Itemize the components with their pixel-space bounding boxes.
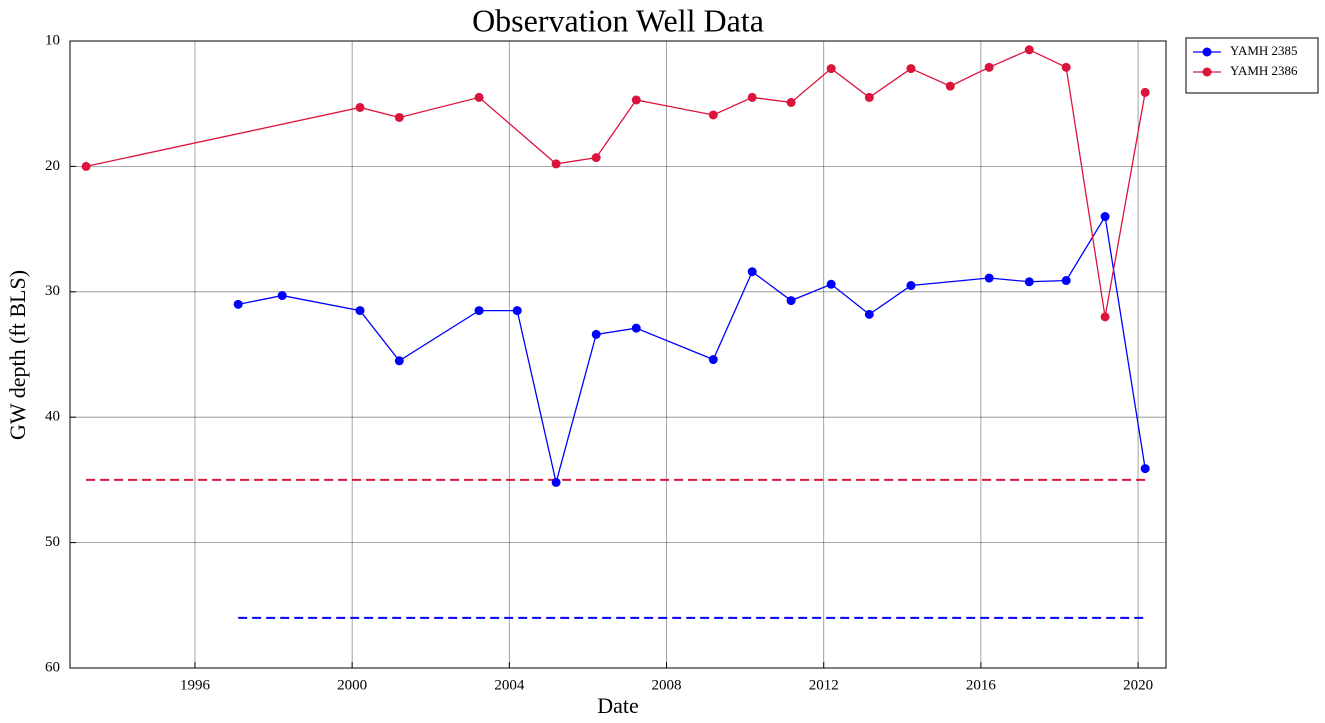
- data-point: [1061, 62, 1071, 72]
- data-point: [474, 92, 484, 102]
- y-tick-label: 30: [45, 283, 60, 299]
- data-point: [631, 95, 641, 105]
- y-tick-label: 50: [45, 534, 60, 550]
- data-point: [826, 279, 836, 289]
- data-point: [1100, 312, 1110, 322]
- data-point: [1061, 276, 1071, 286]
- data-point: [355, 306, 365, 316]
- series-line: [238, 214, 1146, 483]
- chart-title: Observation Well Data: [472, 2, 764, 38]
- data-point: [786, 296, 796, 306]
- data-point: [906, 281, 916, 291]
- data-point: [591, 329, 601, 339]
- x-tick-label: 2008: [652, 677, 682, 693]
- data-point: [708, 355, 718, 365]
- data-point: [906, 64, 916, 74]
- data-point: [786, 97, 796, 107]
- legend-marker: [1202, 47, 1212, 57]
- data-point: [474, 306, 484, 316]
- data-point: [1024, 45, 1034, 55]
- x-tick-label: 1996: [180, 677, 211, 693]
- data-point: [826, 64, 836, 74]
- x-tick-label: 2020: [1123, 677, 1153, 693]
- data-point: [233, 299, 243, 309]
- x-tick-label: 2004: [494, 677, 525, 693]
- legend-box: [1185, 37, 1319, 94]
- data-point: [1024, 277, 1034, 287]
- data-point: [394, 356, 404, 366]
- data-point: [1140, 464, 1150, 474]
- legend-marker: [1202, 67, 1212, 77]
- x-tick-label: 2012: [809, 677, 839, 693]
- data-point: [984, 273, 994, 283]
- y-tick-label: 60: [45, 659, 60, 675]
- data-point: [984, 62, 994, 72]
- y-tick-label: 40: [45, 409, 60, 425]
- data-point: [708, 110, 718, 120]
- data-point: [551, 477, 561, 487]
- data-point: [591, 153, 601, 163]
- y-axis-label: GW depth (ft BLS): [5, 270, 30, 440]
- data-point: [277, 291, 287, 301]
- data-point: [1140, 87, 1150, 97]
- legend-label: YAMH 2386: [1230, 63, 1298, 78]
- x-tick-label: 2000: [337, 677, 367, 693]
- legend-label: YAMH 2385: [1230, 43, 1298, 58]
- data-point: [864, 92, 874, 102]
- y-tick-label: 20: [45, 158, 60, 174]
- data-point: [631, 323, 641, 333]
- y-tick-label: 10: [45, 32, 60, 48]
- plot-frame: [69, 40, 1167, 669]
- data-point: [747, 92, 757, 102]
- data-point: [394, 112, 404, 122]
- data-point: [355, 102, 365, 112]
- data-point: [1100, 212, 1110, 222]
- data-point: [747, 267, 757, 277]
- data-point: [512, 306, 522, 316]
- data-point: [551, 159, 561, 169]
- x-axis-label: Date: [597, 693, 639, 718]
- data-point: [945, 81, 955, 91]
- x-tick-label: 2016: [966, 677, 997, 693]
- data-point: [81, 161, 91, 171]
- data-point: [864, 309, 874, 319]
